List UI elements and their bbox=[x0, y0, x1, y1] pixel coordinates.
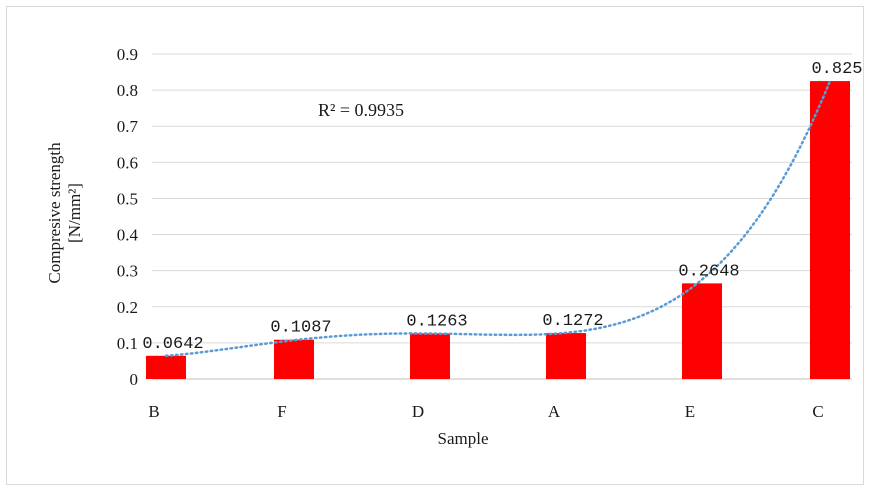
y-tick-label: 0.7 bbox=[117, 117, 139, 136]
y-tick-label: 0.9 bbox=[117, 45, 138, 64]
bar-E bbox=[682, 283, 722, 379]
bar-F bbox=[274, 339, 314, 379]
chart-frame bbox=[6, 6, 864, 485]
x-tick-label: F bbox=[277, 402, 286, 421]
data-label: 0.0642 bbox=[142, 335, 203, 354]
y-tick-label: 0.8 bbox=[117, 81, 138, 100]
data-label: 0.2648 bbox=[678, 262, 739, 281]
bar-A bbox=[546, 333, 586, 379]
x-tick-label: C bbox=[812, 402, 823, 421]
data-label: 0.1272 bbox=[542, 312, 603, 331]
y-tick-label: 0.2 bbox=[117, 298, 138, 317]
y-tick-label: 0 bbox=[130, 370, 139, 389]
bar-C bbox=[810, 81, 850, 379]
data-labels: 0.0642 0.1087 0.1263 0.1272 0.2648 0.825 bbox=[142, 60, 862, 354]
bars bbox=[146, 81, 850, 379]
y-tick-label: 0.5 bbox=[117, 189, 138, 208]
y-tick-label: 0.1 bbox=[117, 334, 138, 353]
x-tick-label: D bbox=[412, 402, 424, 421]
x-axis-title: Sample bbox=[438, 429, 489, 448]
gridlines bbox=[152, 53, 852, 380]
x-tick-label: E bbox=[685, 402, 695, 421]
data-label: 0.1087 bbox=[270, 319, 331, 338]
y-tick-label: 0.4 bbox=[117, 226, 139, 245]
y-tick-label: 0.3 bbox=[117, 262, 138, 281]
data-label: 0.825 bbox=[811, 60, 862, 79]
y-tick-label: 0.6 bbox=[117, 153, 138, 172]
y-axis-title-line1: Compresive strength bbox=[45, 142, 64, 284]
x-tick-label: B bbox=[148, 402, 159, 421]
bar-B bbox=[146, 355, 186, 379]
data-label: 0.1263 bbox=[406, 312, 467, 331]
r-squared-label: R² = 0.9935 bbox=[318, 100, 404, 120]
x-tick-label: A bbox=[548, 402, 561, 421]
y-axis-title-line2: [N/mm²] bbox=[65, 183, 84, 243]
bar-D bbox=[410, 333, 450, 379]
y-tick-labels: 0 0.1 0.2 0.3 0.4 0.5 0.6 0.7 0.8 0.9 bbox=[117, 45, 139, 389]
trendline bbox=[164, 79, 832, 358]
